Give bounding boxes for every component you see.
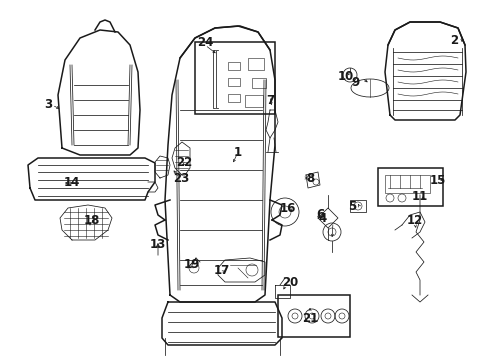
Text: 13: 13	[149, 238, 166, 252]
Text: 5: 5	[347, 201, 355, 213]
Text: 19: 19	[183, 258, 200, 271]
Bar	[227, 62, 240, 70]
Text: 8: 8	[305, 171, 313, 184]
Text: 3: 3	[44, 99, 52, 112]
Text: 12: 12	[406, 213, 422, 226]
Text: 21: 21	[301, 311, 318, 324]
Text: 16: 16	[279, 202, 296, 215]
Text: 15: 15	[429, 174, 445, 186]
Text: 23: 23	[173, 171, 189, 184]
Bar	[195, 42, 274, 114]
Text: 6: 6	[315, 208, 324, 221]
Text: 20: 20	[281, 275, 298, 288]
Bar	[227, 78, 240, 86]
Ellipse shape	[350, 79, 388, 97]
Bar	[227, 94, 240, 102]
Bar	[251, 78, 265, 88]
Bar	[349, 200, 365, 212]
Text: 10: 10	[337, 69, 353, 82]
Text: 4: 4	[318, 211, 326, 225]
Text: 7: 7	[265, 94, 273, 107]
Text: 2: 2	[449, 33, 457, 46]
Bar	[247, 58, 264, 70]
Bar	[384, 175, 429, 193]
Bar	[278, 295, 349, 337]
Text: 11: 11	[411, 190, 427, 203]
Text: 9: 9	[350, 76, 358, 89]
Text: 22: 22	[176, 156, 192, 168]
Bar	[377, 168, 442, 206]
Text: 14: 14	[63, 176, 80, 189]
Text: 1: 1	[233, 145, 242, 158]
Bar	[244, 95, 263, 107]
Text: 18: 18	[83, 213, 100, 226]
Text: 24: 24	[196, 36, 213, 49]
Text: 17: 17	[213, 264, 230, 276]
